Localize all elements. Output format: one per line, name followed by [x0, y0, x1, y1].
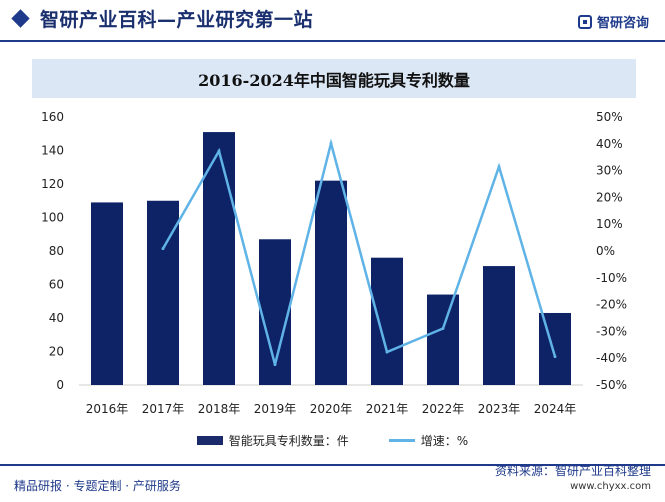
brand: 智研咨询 [577, 12, 649, 31]
header-divider [0, 40, 665, 42]
chart-title-band: 2016-2024年中国智能玩具专利数量 [32, 59, 636, 98]
growth-point-2020年 [329, 141, 333, 145]
legend-item-line: 增速：% [388, 432, 469, 449]
y-right-tick-label: 0% [596, 244, 615, 258]
x-tick-label: 2024年 [534, 402, 577, 416]
chart-title: 2016-2024年中国智能玩具专利数量 [198, 70, 470, 90]
bar-2020年 [315, 180, 347, 385]
y-right-tick-label: -10% [596, 271, 627, 285]
footer-divider [0, 464, 665, 466]
chart-plot: 0 20 40 60 80 100 120 140 160 -50% -40% -30% -20% -10… [41, 110, 627, 416]
brand-name: 智研咨询 [596, 16, 649, 31]
bar-2022年 [427, 294, 459, 385]
growth-point-2023年 [497, 165, 501, 169]
legend-line-swatch [388, 438, 415, 442]
footer-tagline: 精品研报 · 专题定制 · 产研服务 [14, 479, 181, 493]
x-tick-label: 2021年 [366, 402, 409, 416]
growth-point-2022年 [441, 326, 445, 330]
y-right-tick-label: 30% [596, 164, 623, 178]
legend-line-label: 增速：% [420, 433, 469, 448]
bar-2016年 [91, 202, 123, 385]
growth-point-2017年 [161, 247, 165, 251]
growth-point-2021年 [385, 350, 389, 354]
growth-line [161, 138, 557, 365]
site-title: 智研产业百科—产业研究第一站 [40, 9, 314, 31]
y-left-tick-label: 0 [56, 378, 64, 392]
brand-logo-icon [577, 14, 592, 29]
y-left-tick-label: 40 [49, 311, 64, 325]
y-right-tick-label: 50% [596, 110, 623, 124]
bar-2021年 [371, 257, 403, 385]
x-tick-label: 2022年 [422, 402, 465, 416]
legend-bar-label: 智能玩具专利数量：件 [228, 433, 349, 448]
growth-point-2019年 [273, 363, 277, 367]
y-left-tick-label: 160 [41, 110, 64, 124]
y-right-tick-label: -50% [596, 378, 627, 392]
y-left-tick-label: 60 [49, 278, 64, 292]
growth-point-2018年 [217, 149, 221, 153]
x-tick-label: 2016年 [86, 402, 129, 416]
legend-item-bar: 智能玩具专利数量：件 [196, 432, 349, 449]
x-tick-label: 2019年 [254, 402, 297, 416]
bar-2023年 [483, 266, 515, 385]
y-left-tick-label: 100 [41, 211, 64, 225]
y-left-tick-label: 120 [41, 177, 64, 191]
y-right-tick-label: -40% [596, 351, 627, 365]
x-tick-label: 2017年 [142, 402, 185, 416]
y-right-tick-label: -20% [596, 298, 627, 312]
legend-bar-swatch [196, 435, 223, 445]
growth-point-2024年 [553, 355, 557, 359]
legend: 智能玩具专利数量：件 增速：% [0, 430, 665, 450]
y-right-tick-label: 40% [596, 137, 623, 151]
y-right-tick-label: 10% [596, 217, 623, 231]
bar-2024年 [539, 312, 571, 385]
x-tick-label: 2020年 [310, 402, 353, 416]
y-right-tick-label: 20% [596, 190, 623, 204]
y-left-tick-label: 20 [49, 345, 64, 359]
y-right-tick-label: -30% [596, 324, 627, 338]
bar-2018年 [203, 132, 235, 385]
x-tick-label: 2023年 [478, 402, 521, 416]
x-tick-label: 2018年 [198, 402, 241, 416]
header: 智研产业百科—产业研究第一站 智研咨询 [0, 0, 665, 40]
footer-url: www.chyxx.com [570, 481, 651, 492]
data-source: 资料来源：智研产业百科整理 [494, 464, 651, 478]
y-left-tick-label: 140 [41, 144, 64, 158]
y-left-tick-label: 80 [49, 244, 64, 258]
